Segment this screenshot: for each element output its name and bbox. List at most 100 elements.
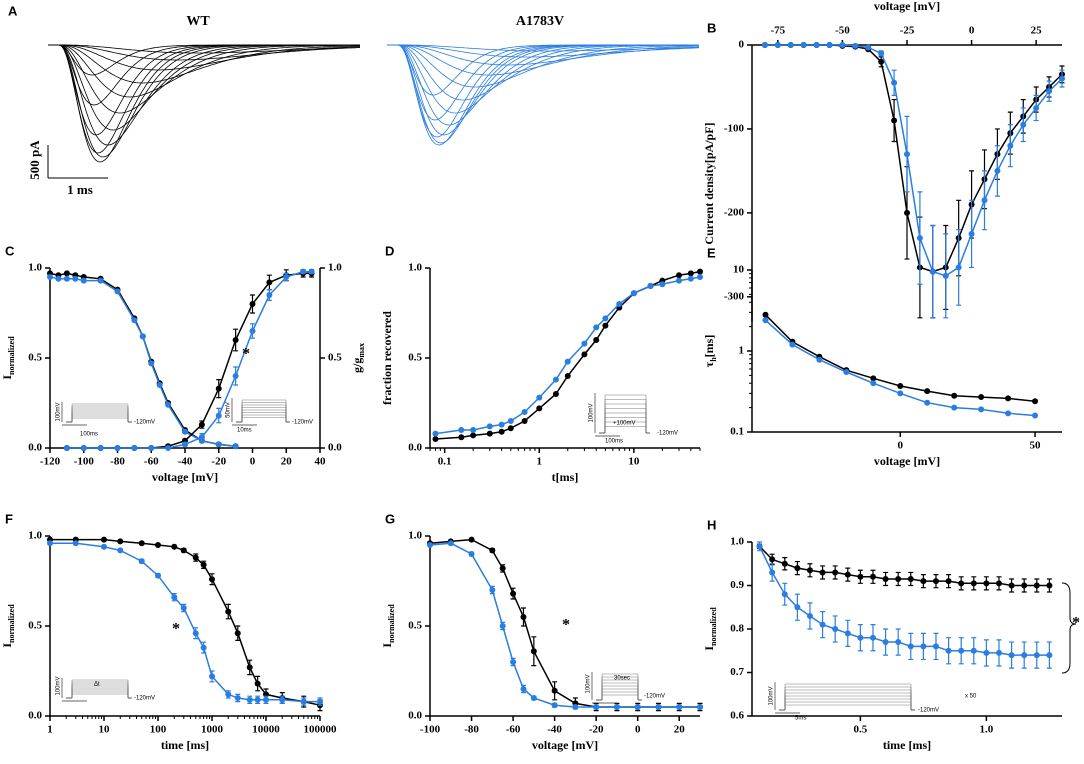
- marker: [676, 277, 683, 284]
- marker: [232, 337, 239, 343]
- marker: [769, 569, 776, 576]
- marker: [655, 704, 662, 710]
- marker: [1005, 410, 1012, 417]
- panel-label: B: [707, 20, 716, 35]
- panel-label: E: [707, 245, 716, 260]
- marker: [234, 630, 241, 637]
- axis-label-part: Current density[pA/pF]: [702, 122, 716, 244]
- x-tick-label: -20: [589, 724, 604, 736]
- marker: [101, 543, 107, 550]
- marker: [826, 42, 833, 48]
- marker: [852, 42, 859, 49]
- x-tick-label: -100: [74, 456, 95, 468]
- marker: [983, 649, 990, 656]
- x-tick-label: 0: [898, 440, 904, 452]
- series-line: [66, 270, 312, 449]
- marker: [920, 578, 927, 585]
- marker: [507, 418, 514, 424]
- trace: [387, 44, 700, 76]
- marker: [215, 441, 222, 448]
- marker: [761, 42, 768, 48]
- marker: [180, 547, 187, 554]
- trace: [48, 44, 360, 84]
- axis-label-part: [ms]: [702, 335, 716, 358]
- marker: [521, 409, 528, 415]
- marker: [198, 434, 205, 441]
- axis-label: Inormalized: [0, 604, 16, 648]
- marker: [958, 580, 965, 587]
- marker: [520, 686, 527, 692]
- y-tick-label: 1: [739, 345, 745, 357]
- marker: [80, 445, 87, 451]
- marker: [498, 428, 505, 435]
- annotation: *: [562, 617, 570, 634]
- y2-tick-label: 0.5: [328, 352, 342, 364]
- inset-protocol: [66, 693, 132, 699]
- marker: [882, 575, 889, 582]
- axis-label-part: I: [702, 646, 716, 651]
- marker: [138, 558, 145, 565]
- marker: [165, 445, 172, 451]
- marker: [613, 704, 620, 710]
- axis-label-part: I: [380, 643, 394, 648]
- marker: [55, 275, 62, 282]
- inset-label: 10ms: [237, 428, 252, 434]
- marker: [551, 702, 558, 709]
- inset-label: -120mV: [657, 431, 678, 437]
- marker: [907, 643, 914, 650]
- series-line: [49, 276, 236, 447]
- trace: [387, 44, 700, 88]
- marker: [659, 281, 666, 288]
- marker: [427, 542, 433, 548]
- inset-protocol: [66, 417, 132, 423]
- marker: [800, 42, 807, 48]
- axis-label: τh[ms]: [702, 335, 719, 368]
- marker: [581, 340, 588, 347]
- inset-protocol: [236, 407, 290, 423]
- x-tick-label: 20: [674, 724, 686, 736]
- marker: [520, 614, 527, 620]
- x-tick-label: 20: [281, 456, 293, 468]
- inset-protocol: [66, 403, 132, 423]
- marker: [865, 44, 872, 51]
- series-line: [50, 542, 320, 703]
- axis-label: Inormalized: [0, 336, 16, 380]
- axis-label-part: g/g: [350, 358, 364, 373]
- marker: [891, 79, 898, 86]
- marker: [781, 591, 788, 598]
- x-tick-label: -80: [464, 724, 479, 736]
- trace: [387, 44, 699, 136]
- marker: [870, 380, 877, 387]
- trace: [387, 44, 699, 114]
- marker: [832, 569, 839, 576]
- marker: [552, 376, 559, 383]
- marker: [1008, 582, 1015, 589]
- x-tick-label: 0.1: [438, 456, 452, 468]
- marker: [72, 275, 79, 282]
- marker: [234, 695, 241, 701]
- panel-label: C: [5, 243, 15, 258]
- x-tick-label: -80: [110, 456, 125, 468]
- marker: [1021, 652, 1028, 659]
- marker: [138, 540, 145, 547]
- series-line: [429, 542, 700, 708]
- marker: [266, 279, 273, 286]
- inset-protocol: [596, 685, 642, 701]
- marker: [995, 580, 1002, 587]
- marker: [498, 421, 505, 428]
- y-tick-label: 1.0: [730, 536, 744, 548]
- marker: [593, 324, 600, 331]
- series-line: [758, 546, 1050, 656]
- marker: [781, 560, 788, 567]
- trace-title: A1783V: [516, 14, 564, 29]
- inset-label: 100ms: [605, 439, 623, 445]
- inset-label: 5ms: [795, 716, 806, 722]
- inset-protocol: [779, 692, 915, 711]
- marker: [254, 680, 261, 687]
- marker: [486, 430, 493, 437]
- axis-label-part: normalized: [387, 604, 396, 643]
- inset-protocol: [596, 694, 642, 701]
- marker: [283, 274, 290, 280]
- y-tick-label: 0.6: [730, 710, 744, 722]
